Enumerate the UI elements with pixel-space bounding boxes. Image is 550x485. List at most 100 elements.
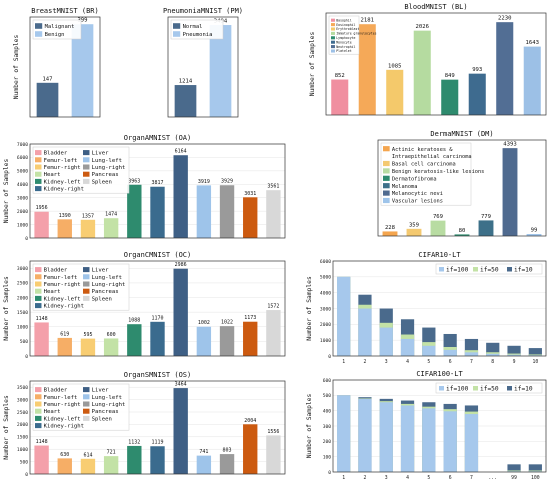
bar-bladder [34, 322, 49, 356]
legend-box [32, 146, 130, 194]
y-tick-label: 0 [328, 354, 331, 360]
legend-box [32, 263, 130, 311]
bar-lung-right [219, 326, 235, 356]
legend-box [435, 263, 543, 275]
data-label: 1002 [198, 320, 210, 326]
legend-label: Pneumonia [183, 32, 213, 38]
bar-pancreas [243, 424, 258, 474]
x-tick-label: 3 [385, 359, 388, 365]
chart-cifar100: CIFAR100-LT Number of Samples 0 100 200 300 40… [306, 370, 547, 481]
legend-swatch [383, 190, 390, 196]
legend-label: Vascular lesions [392, 199, 443, 205]
legend-swatch [439, 386, 444, 391]
bar-if-10-9 [507, 464, 521, 472]
data-label: 3464 [175, 382, 187, 388]
data-label: 849 [445, 73, 455, 79]
legend-swatch [35, 186, 42, 192]
legend-label: Heart [44, 172, 61, 178]
bar-if-100-6 [443, 349, 457, 356]
y-tick-label: 2500 [17, 410, 28, 416]
legend-swatch [331, 23, 335, 27]
chart-title: CIFAR10-LT [418, 251, 461, 259]
legend-label: Kidney-right [44, 424, 84, 430]
plot-frame [332, 379, 547, 473]
bar-bladder [34, 445, 49, 474]
legend-label: Neutrophil [336, 45, 355, 49]
y-tick-label: 5000 [320, 275, 331, 281]
data-label: 1119 [151, 440, 163, 446]
legend-label: Spleen [92, 296, 112, 302]
data-label: 3817 [151, 180, 163, 186]
legend-label: Normal [183, 24, 203, 30]
x-tick-label: 9 [513, 359, 516, 365]
legend-swatch [35, 157, 42, 163]
legend-swatch [35, 288, 42, 294]
legend-label: Eosinophil [336, 23, 355, 27]
y-tick-label: 0 [25, 236, 28, 242]
legend-swatch [331, 18, 335, 22]
legend-swatch [173, 31, 181, 37]
x-tick-label: 6 [449, 359, 452, 365]
legend-label: Dermatofibroma [392, 176, 437, 182]
bar-heart [103, 456, 119, 474]
y-tick-label: 2000 [17, 422, 28, 428]
legend-label: Lung-right [92, 165, 126, 171]
bar-if-100-10 [528, 471, 542, 472]
legend-swatch [83, 281, 90, 287]
chart-title: DermaMNIST (DM) [430, 130, 493, 138]
data-label: 4393 [503, 142, 516, 148]
y-tick-label: 7000 [17, 142, 28, 148]
bar-if-100-7 [464, 414, 479, 472]
bar-heart [103, 218, 119, 238]
legend-swatch [83, 401, 90, 407]
bar-femur-right [80, 458, 96, 474]
data-label: 1148 [36, 439, 48, 445]
legend-swatch [35, 415, 42, 421]
bar-if-100-5 [422, 345, 436, 356]
bar-monocyte [468, 73, 486, 115]
legend-label: Spleen [92, 179, 112, 185]
bar-pancreas [243, 321, 258, 356]
y-axis-label: Number of Samples [3, 159, 10, 224]
legend-swatch [83, 178, 90, 184]
bar-femur-right [80, 338, 96, 356]
data-label: 1556 [267, 429, 279, 435]
data-label: 1214 [179, 79, 193, 85]
y-tick-label: 500 [323, 393, 332, 399]
y-tick-label: 4000 [17, 182, 28, 188]
legend-label: if=100 [446, 385, 469, 392]
legend-label: Kidney-left [44, 296, 81, 302]
chart-title: PneumoniaMNIST (PM) [163, 7, 243, 15]
bar-lung-left [196, 455, 212, 474]
legend-label: Spleen [92, 416, 112, 422]
legend-box [435, 382, 543, 394]
legend-box [170, 19, 224, 40]
legend-swatch [83, 295, 90, 301]
legend-swatch [35, 178, 42, 184]
legend-swatch [331, 31, 335, 35]
data-label: 1170 [151, 315, 163, 321]
y-tick-label: 0 [25, 472, 28, 478]
x-tick-label: 2 [364, 475, 367, 481]
legend-label: Bladder [44, 268, 68, 274]
legend-swatch [383, 146, 390, 152]
bar-if-100-1 [337, 276, 351, 356]
legend-label: Bladder [44, 388, 68, 394]
bar-spleen [266, 435, 281, 474]
legend-label: Heart [44, 289, 61, 295]
legend-swatch [83, 288, 90, 294]
legend-label: Actinic keratoses & [392, 147, 453, 153]
bar-if-100-9 [507, 471, 521, 472]
bar-spleen [266, 190, 281, 238]
data-label: 614 [83, 452, 92, 458]
plot-frame [167, 16, 239, 118]
bar-lung-left [196, 185, 212, 238]
chart-organa: OrganAMNIST (OA) Number of Samples 0 1000 20… [3, 134, 286, 242]
data-label: 359 [409, 222, 419, 228]
bar-if-100-4 [400, 338, 415, 356]
legend-swatch [473, 386, 478, 391]
data-label: 1956 [36, 205, 48, 211]
legend-swatch [383, 197, 390, 204]
legend-label: Pancreas [92, 172, 119, 178]
